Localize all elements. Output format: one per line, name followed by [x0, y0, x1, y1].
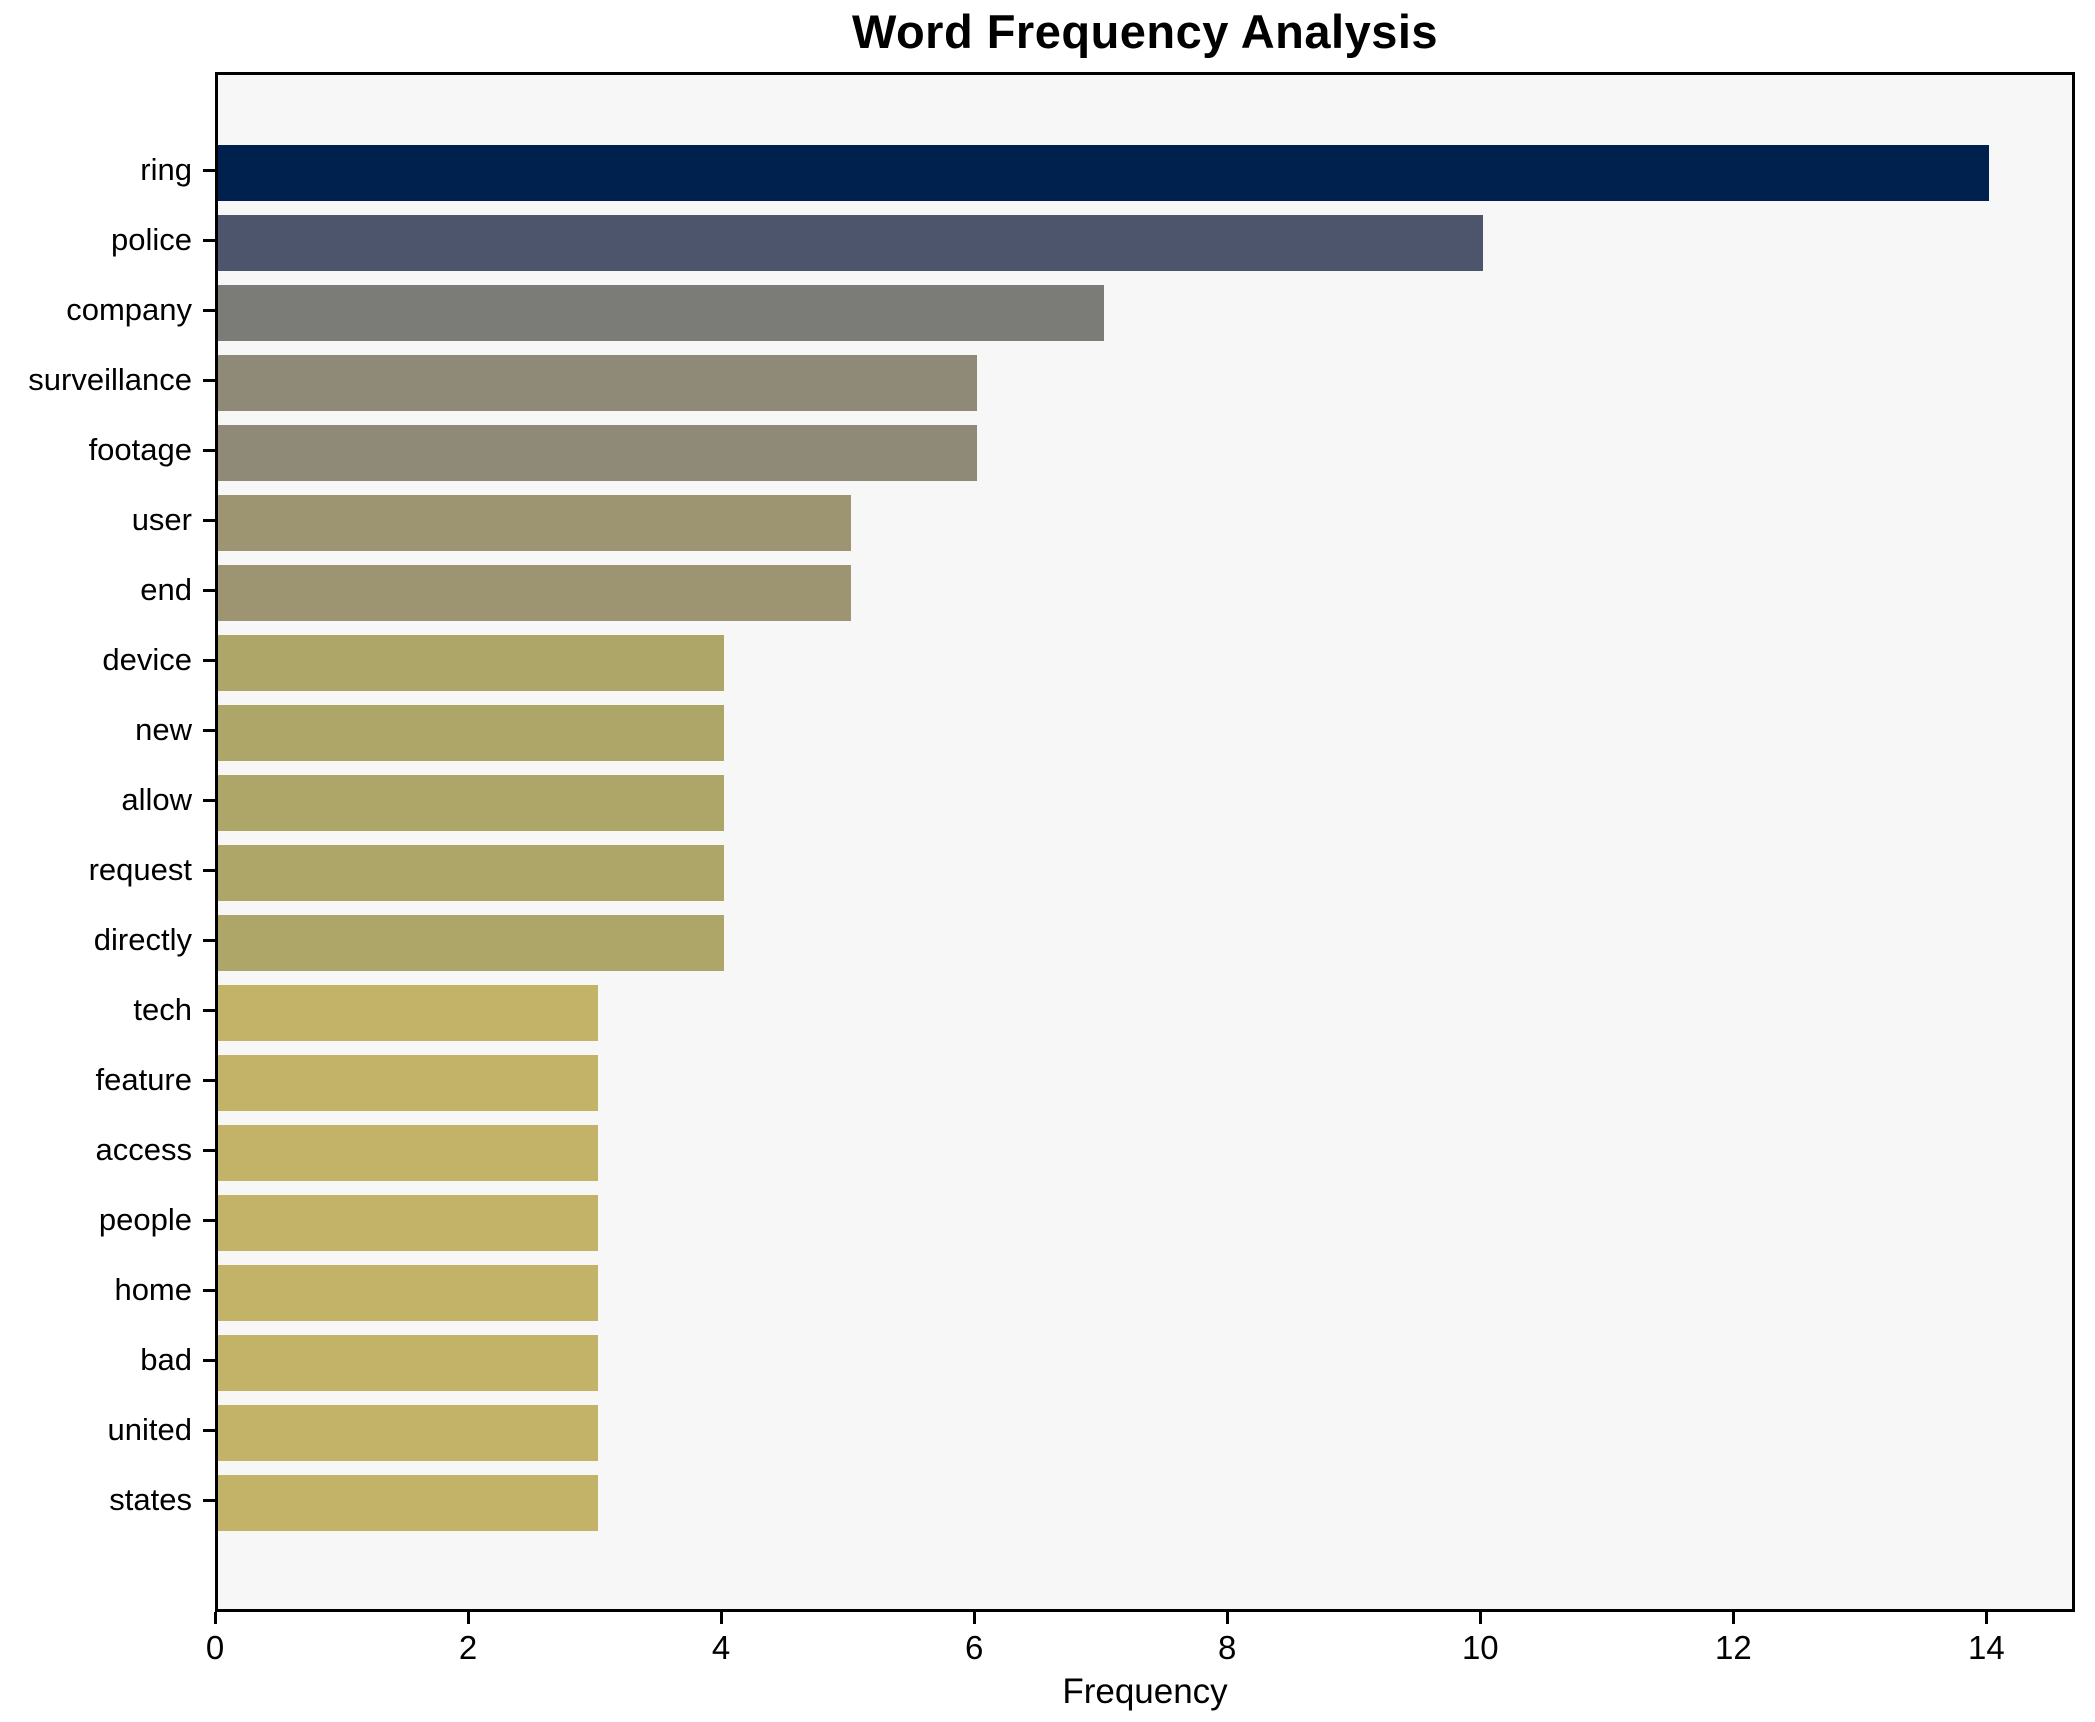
bar-tech: [218, 985, 598, 1041]
x-axis-tick: [213, 1612, 217, 1624]
chart-title: Word Frequency Analysis: [851, 5, 1439, 58]
bar-access: [218, 1125, 598, 1181]
x-axis-tick: [466, 1612, 470, 1624]
y-tick-label: united: [107, 1412, 192, 1447]
y-axis-tick: [203, 1078, 215, 1082]
bar-request: [218, 845, 725, 901]
x-tick-label: 12: [1715, 1629, 1752, 1666]
y-axis-tick: [203, 1498, 215, 1502]
y-tick-label: company: [66, 292, 192, 327]
bar-ring: [218, 145, 1990, 201]
y-axis-tick: [203, 168, 215, 172]
y-tick-label: states: [109, 1482, 192, 1517]
y-axis-tick: [203, 1358, 215, 1362]
bar-directly: [218, 915, 725, 971]
y-tick-label: directly: [93, 922, 192, 957]
y-tick-label: device: [102, 642, 192, 677]
y-tick-label: people: [98, 1202, 192, 1237]
y-axis-tick: [203, 868, 215, 872]
x-tick-label: 14: [1968, 1629, 2005, 1666]
y-axis-tick: [203, 588, 215, 592]
y-axis-tick: [203, 1428, 215, 1432]
x-tick-label: 4: [711, 1629, 731, 1666]
x-tick-label: 0: [205, 1629, 225, 1666]
y-tick-label: ring: [140, 152, 192, 187]
x-tick-label: 2: [458, 1629, 478, 1666]
y-axis-tick: [203, 658, 215, 662]
y-axis-tick: [203, 1218, 215, 1222]
y-axis-tick: [203, 938, 215, 942]
x-axis-title: Frequency: [1062, 1672, 1228, 1711]
x-axis-tick: [972, 1612, 976, 1624]
x-tick-label: 6: [965, 1629, 984, 1666]
bar-company: [218, 285, 1104, 341]
y-tick-label: tech: [133, 992, 192, 1027]
y-tick-label: new: [135, 712, 192, 747]
bar-device: [218, 635, 725, 691]
bar-feature: [218, 1055, 598, 1111]
bar-police: [218, 215, 1484, 271]
y-axis-tick: [203, 1288, 215, 1292]
y-axis-tick: [203, 518, 215, 522]
y-tick-label: end: [140, 572, 192, 607]
y-tick-label: user: [131, 502, 192, 537]
y-tick-label: footage: [88, 432, 192, 467]
x-axis-tick: [1731, 1612, 1735, 1624]
x-axis-tick: [1984, 1612, 1988, 1624]
bar-user: [218, 495, 851, 551]
x-axis-tick: [1225, 1612, 1229, 1624]
y-tick-label: surveillance: [28, 362, 192, 397]
y-axis-tick: [203, 728, 215, 732]
bar-home: [218, 1265, 598, 1321]
y-tick-label: allow: [121, 782, 192, 817]
y-tick-label: police: [111, 222, 192, 257]
bar-states: [218, 1475, 598, 1531]
x-axis-tick: [1478, 1612, 1482, 1624]
y-axis-tick: [203, 1008, 215, 1012]
bar-united: [218, 1405, 598, 1461]
bar-footage: [218, 425, 978, 481]
y-axis-tick: [203, 798, 215, 802]
plot-area: [215, 72, 2075, 1612]
y-tick-label: bad: [140, 1342, 192, 1377]
y-axis-tick: [203, 378, 215, 382]
bar-people: [218, 1195, 598, 1251]
bar-allow: [218, 775, 725, 831]
y-tick-label: feature: [95, 1062, 192, 1097]
y-tick-label: home: [114, 1272, 192, 1307]
y-tick-label: access: [95, 1132, 192, 1167]
bar-end: [218, 565, 851, 621]
x-axis-tick: [719, 1612, 723, 1624]
y-axis-tick: [203, 308, 215, 312]
y-axis-tick: [203, 448, 215, 452]
bar-new: [218, 705, 725, 761]
x-tick-label: 8: [1218, 1629, 1237, 1666]
bar-bad: [218, 1335, 598, 1391]
y-tick-label: request: [88, 852, 192, 887]
bar-surveillance: [218, 355, 978, 411]
x-tick-label: 10: [1461, 1629, 1499, 1666]
y-axis-tick: [203, 238, 215, 242]
y-axis-tick: [203, 1148, 215, 1152]
